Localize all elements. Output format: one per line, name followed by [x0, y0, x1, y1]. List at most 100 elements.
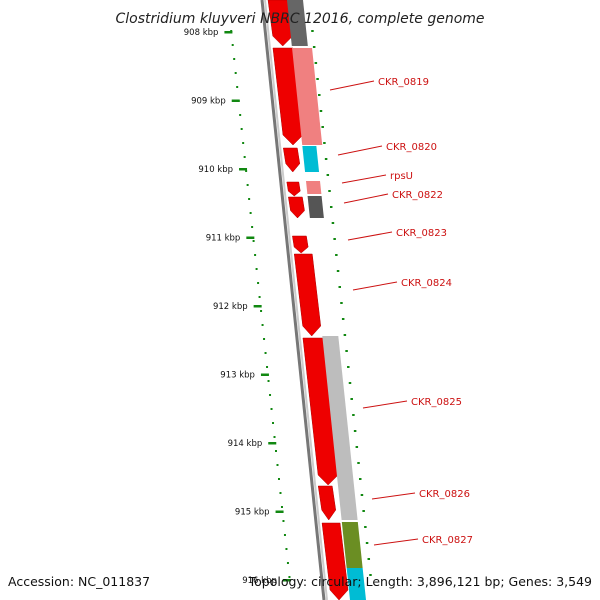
gc-dot [321, 126, 324, 128]
kbp-ticks: 908 kbp 909 kbp 910 kbp 911 kbp 912 kbp 913 k… [184, 28, 291, 586]
tick-dot [263, 338, 266, 340]
feature-track [287, 0, 366, 600]
kbp-tick [282, 579, 291, 582]
tick-dot [273, 436, 276, 438]
tick-dot [285, 548, 288, 550]
leader-line [347, 231, 393, 241]
cds-arrow [283, 147, 301, 173]
tick-dot [231, 44, 234, 46]
gene-label: rpsU [390, 171, 413, 182]
tick-dot [233, 58, 236, 60]
gene-label: CKR_0824 [401, 278, 452, 289]
feature-block [292, 48, 323, 145]
tick-dot [243, 156, 246, 158]
tick-dot [245, 170, 248, 172]
gc-dot [369, 574, 372, 576]
tick-dot [248, 198, 251, 200]
tick-dot [276, 464, 279, 466]
feature-block [287, 0, 308, 46]
gc-dot [318, 94, 321, 96]
feature-block [302, 146, 320, 172]
label-leaders: CKR_0819 CKR_0820 rpsU CKR_0822 CKR_0823 CKR_… [329, 77, 473, 546]
tick-dot [240, 128, 243, 130]
gene-label: CKR_0823 [396, 228, 447, 239]
gc-dot [348, 382, 352, 384]
kbp-tick [253, 305, 262, 308]
cds-arrow [321, 522, 349, 600]
tick-dot [236, 86, 239, 88]
gc-dot [345, 350, 348, 352]
gc-dot [365, 542, 369, 544]
kbp-tick [231, 99, 240, 102]
tick-dot [249, 212, 252, 214]
gc-dot [353, 430, 357, 432]
tick-dot [239, 114, 242, 116]
feature-block [322, 336, 358, 520]
kbp-label: 908 kbp [184, 28, 219, 38]
gene-label: CKR_0826 [419, 489, 470, 500]
gc-dot [360, 494, 364, 496]
backbone-line [260, 0, 326, 600]
gc-dot [335, 254, 338, 256]
tick-dot [282, 520, 285, 522]
kbp-tick [239, 168, 248, 171]
tick-dot [254, 254, 257, 256]
gc-dot [314, 62, 318, 64]
tick-dot [288, 576, 291, 578]
gc-dot [343, 334, 347, 336]
kbp-label: 911 kbp [206, 234, 241, 244]
gc-dot [350, 398, 353, 400]
feature-block [307, 196, 324, 218]
gene-label: CKR_0822 [392, 190, 443, 201]
tick-dot [257, 282, 260, 284]
gc-dot [355, 446, 359, 448]
gc-dot [319, 110, 323, 112]
kbp-label: 914 kbp [228, 439, 263, 449]
genome-backbone [260, 0, 328, 600]
gc-dot [341, 318, 345, 320]
tick-dot [264, 352, 267, 354]
leader-line [329, 80, 375, 91]
gc-dot [338, 286, 342, 288]
tick-dot [280, 506, 283, 508]
gc-dot [329, 206, 333, 208]
kbp-label: 913 kbp [220, 371, 255, 381]
kbp-label: 912 kbp [213, 302, 248, 312]
leader-line [371, 492, 416, 500]
leader-line [343, 193, 389, 204]
gc-dot [324, 158, 328, 160]
gc-dot [362, 510, 365, 512]
cds-arrow [267, 0, 294, 47]
leader-line [341, 174, 387, 184]
feature-block [346, 568, 366, 600]
tick-dot [242, 142, 245, 144]
gc-dot [323, 142, 326, 144]
tick-dot [255, 268, 258, 270]
gene-label: CKR_0825 [411, 397, 462, 408]
kbp-label: 909 kbp [191, 97, 226, 107]
tick-dot [267, 380, 270, 382]
tick-dot [246, 184, 249, 186]
tick-dot [266, 366, 269, 368]
summary-text: Topology: circular; Length: 3,896,121 bp… [248, 574, 592, 589]
kbp-label: 910 kbp [198, 165, 233, 175]
gc-dot [311, 30, 314, 32]
tick-dot [261, 324, 264, 326]
tick-dot [275, 450, 277, 452]
tick-dot [269, 394, 272, 396]
gc-dot [347, 366, 350, 368]
leader-line [373, 538, 419, 546]
feature-block [306, 181, 322, 194]
cds-arrow [286, 181, 301, 197]
tick-dot [279, 492, 282, 494]
tick-dot [251, 226, 254, 228]
kbp-tick [246, 236, 255, 239]
leader-line [337, 145, 383, 156]
cds-arrow [293, 253, 321, 337]
kbp-tick [268, 442, 277, 445]
gc-dot [367, 558, 371, 560]
backbone-shadow [264, 0, 328, 600]
cds-arrow [317, 485, 336, 521]
kbp-tick [260, 373, 269, 376]
